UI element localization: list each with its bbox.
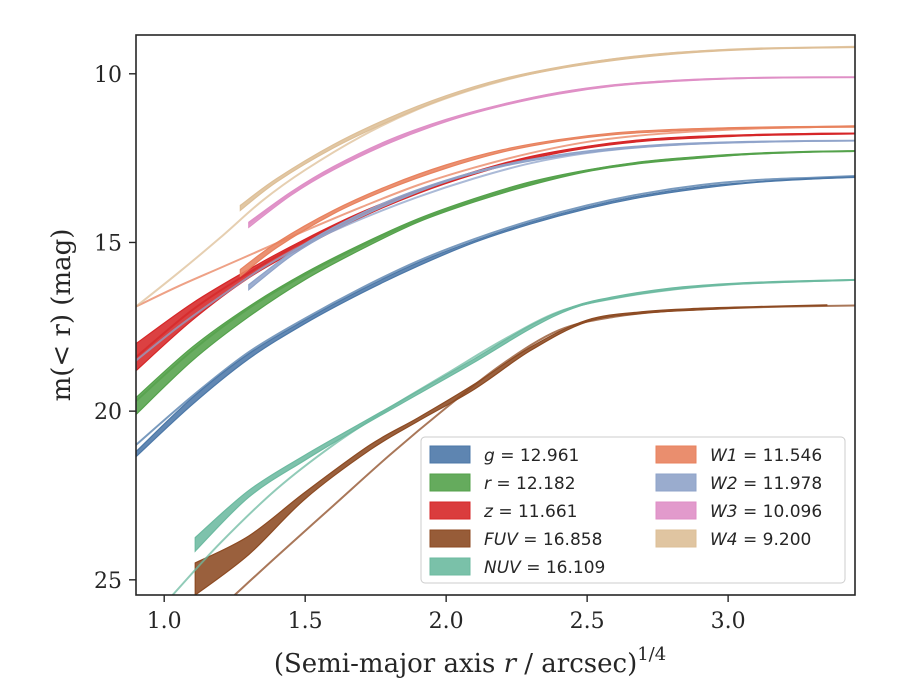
legend-entries: g = 12.961 r = 12.182 z = 11.661 FUV = 16.8… <box>429 445 822 578</box>
legend-swatch-fuv <box>429 529 471 548</box>
legend-label-r: r = 12.182 <box>484 474 576 494</box>
legend-swatch-z <box>429 501 471 520</box>
series-w4 <box>136 45 855 308</box>
x-tick-label-2: 2.0 <box>429 609 464 634</box>
legend-label-fuv: FUV = 16.858 <box>484 530 602 550</box>
y-tick-label-1: 15 <box>94 231 122 256</box>
plot-frame <box>135 34 856 596</box>
series-nuv <box>171 278 855 595</box>
y-axis: 10 15 20 25 <box>94 63 136 594</box>
legend-entry-nuv: NUV = 16.109 <box>429 557 605 578</box>
legend-label-w2: W2 = 11.978 <box>710 474 822 494</box>
series-fuv <box>194 304 855 595</box>
legend-swatch-r <box>429 473 471 492</box>
x-tick-label-4: 3.0 <box>711 609 746 634</box>
legend-entry-w1: W1 = 11.546 <box>655 445 822 466</box>
legend-swatch-w3 <box>655 501 697 520</box>
legend-label-w1: W1 = 11.546 <box>710 446 822 466</box>
line-w2-0 <box>136 139 855 362</box>
legend-swatch-w2 <box>655 473 697 492</box>
legend-entry-w3: W3 = 10.096 <box>655 501 822 522</box>
band-w2 <box>248 139 855 291</box>
y-tick-label-3: 25 <box>94 569 122 594</box>
legend-swatch-w4 <box>655 529 697 548</box>
legend: g = 12.961 r = 12.182 z = 11.661 FUV = 16.8… <box>420 436 846 584</box>
series-w2 <box>136 139 855 362</box>
legend-label-z: z = 11.661 <box>483 502 577 522</box>
x-axis-label-text: (Semi-major axis r / arcsec) <box>274 649 637 679</box>
band-w1 <box>239 125 855 278</box>
y-axis-label-group: m(< r) (mag) <box>47 229 77 402</box>
y-tick-label-0: 10 <box>94 63 122 88</box>
x-axis-label: (Semi-major axis r / arcsec)1/4 <box>274 644 666 679</box>
legend-entry-w4: W4 = 9.200 <box>655 529 811 550</box>
legend-swatch-w1 <box>655 445 697 464</box>
legend-entry-g: g = 12.961 <box>429 445 579 466</box>
line-r-0 <box>136 150 855 402</box>
line-g-0 <box>136 175 855 446</box>
legend-label-w4: W4 = 9.200 <box>710 530 811 550</box>
series-w1 <box>136 125 855 308</box>
legend-entry-w2: W2 = 11.978 <box>655 473 822 494</box>
legend-entry-r: r = 12.182 <box>429 473 576 494</box>
line-fuv-0 <box>234 304 855 595</box>
line-w1-0 <box>136 125 855 308</box>
band-g <box>136 176 855 458</box>
legend-label-w3: W3 = 10.096 <box>710 502 822 522</box>
x-tick-label-0: 1.0 <box>147 609 182 634</box>
y-axis-label: m(< r) (mag) <box>47 229 77 402</box>
series-g <box>136 175 855 458</box>
legend-frame <box>420 436 846 584</box>
series-w3 <box>248 76 855 229</box>
legend-label-g: g = 12.961 <box>484 446 579 466</box>
legend-entry-z: z = 11.661 <box>429 501 577 522</box>
legend-label-nuv: NUV = 16.109 <box>484 558 605 578</box>
line-w3-0 <box>248 76 855 225</box>
line-w4-0 <box>136 45 855 308</box>
band-z <box>136 132 855 372</box>
legend-swatch-nuv <box>429 557 471 576</box>
x-axis: 1.0 1.5 2.0 2.5 3.0 <box>147 595 746 634</box>
legend-entry-fuv: FUV = 16.858 <box>429 529 602 550</box>
x-tick-label-1: 1.5 <box>288 609 323 634</box>
band-w3 <box>248 76 855 229</box>
x-tick-label-3: 2.5 <box>570 609 605 634</box>
x-axis-label-superscript: 1/4 <box>637 644 666 665</box>
line-nuv-0 <box>171 278 855 595</box>
y-tick-label-2: 20 <box>94 400 122 425</box>
legend-swatch-g <box>429 445 471 464</box>
